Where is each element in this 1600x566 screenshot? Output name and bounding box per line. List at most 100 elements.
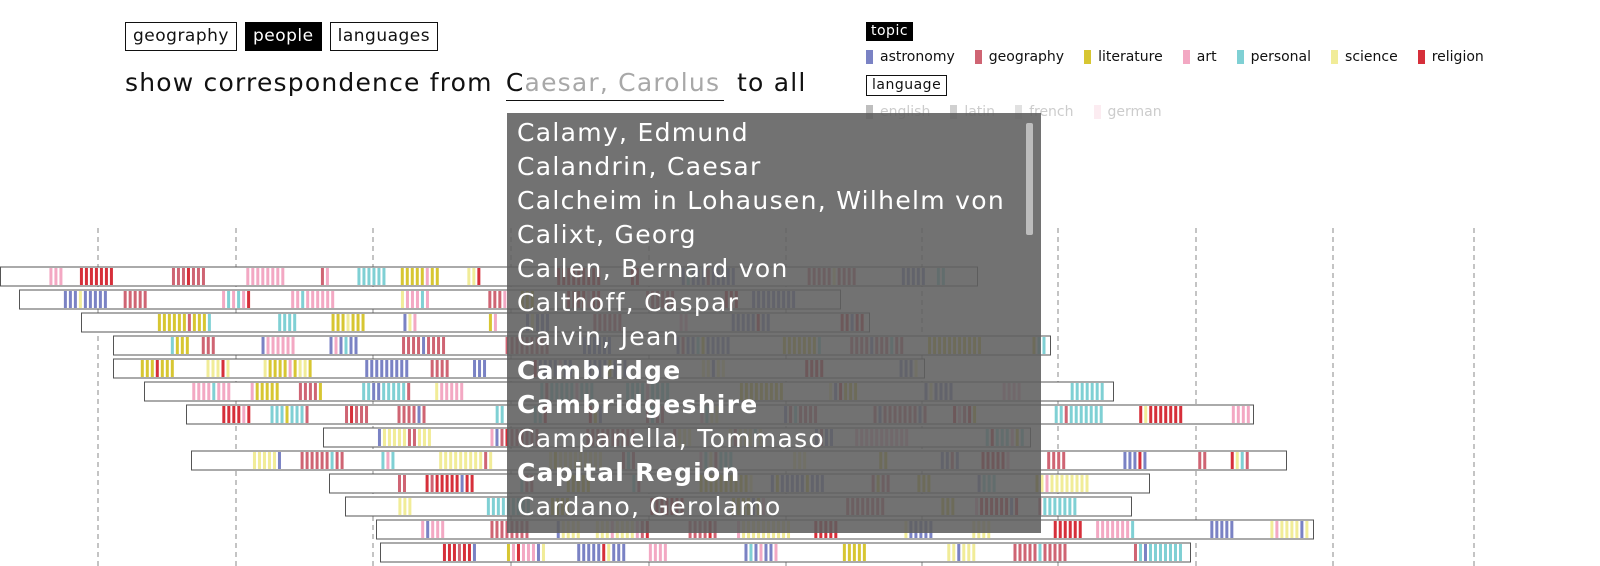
letter-mark xyxy=(1085,383,1089,400)
letter-mark xyxy=(217,383,221,400)
letter-mark xyxy=(490,521,494,538)
letter-mark xyxy=(145,360,149,377)
letter-mark xyxy=(427,337,431,354)
letter-mark xyxy=(1246,406,1250,423)
topic-legend-item-art[interactable]: art xyxy=(1182,49,1217,65)
letter-mark xyxy=(425,291,429,308)
letter-mark xyxy=(257,452,261,469)
color-swatch-icon xyxy=(1331,50,1339,64)
letter-mark xyxy=(465,475,469,492)
autocomplete-option[interactable]: Capital Region xyxy=(517,458,741,487)
tab-geography[interactable]: geography xyxy=(125,22,237,51)
letter-mark xyxy=(365,360,369,377)
letter-mark xyxy=(489,452,493,469)
letter-mark xyxy=(270,406,274,423)
letter-mark xyxy=(391,452,395,469)
topic-legend-item-literature[interactable]: literature xyxy=(1084,49,1163,65)
letter-mark xyxy=(83,291,87,308)
letter-mark xyxy=(1174,406,1178,423)
letter-mark xyxy=(505,429,509,446)
tab-people[interactable]: people xyxy=(244,22,322,51)
color-swatch-icon xyxy=(1236,50,1244,64)
topic-legend-item-geography[interactable]: geography xyxy=(974,49,1064,65)
letter-mark xyxy=(607,544,611,561)
letter-mark xyxy=(402,383,406,400)
dropdown-scrollbar[interactable] xyxy=(1026,123,1033,235)
topic-legend-item-science[interactable]: science xyxy=(1331,49,1398,65)
letter-mark xyxy=(410,268,414,285)
letter-mark xyxy=(957,544,961,561)
tab-languages[interactable]: languages xyxy=(329,22,439,51)
autocomplete-option[interactable]: Calvin, Jean xyxy=(517,322,680,351)
letter-mark xyxy=(344,337,348,354)
autocomplete-option[interactable]: Calandrin, Caesar xyxy=(517,152,762,181)
letter-mark xyxy=(1133,544,1137,561)
letter-mark xyxy=(1070,475,1074,492)
letter-mark xyxy=(320,452,324,469)
letter-mark xyxy=(201,268,205,285)
letter-mark xyxy=(356,314,360,331)
letter-mark xyxy=(89,268,93,285)
autocomplete-dropdown[interactable]: Calamy, Edmund Calandrin, Caesar Calcheim … xyxy=(507,113,1041,533)
autocomplete-option[interactable]: Cardano, Gerolamo xyxy=(517,492,782,521)
letter-mark xyxy=(365,406,369,423)
letter-mark xyxy=(397,429,401,446)
letter-mark xyxy=(1168,544,1172,561)
letter-mark xyxy=(1231,406,1235,423)
letter-mark xyxy=(128,291,132,308)
letter-mark xyxy=(1028,544,1032,561)
letter-mark xyxy=(1040,475,1044,492)
letter-mark xyxy=(315,452,319,469)
letter-mark xyxy=(325,268,329,285)
letter-mark xyxy=(420,291,424,308)
letter-mark xyxy=(172,314,176,331)
letter-mark xyxy=(293,360,297,377)
legend-label: art xyxy=(1196,49,1217,65)
letter-mark xyxy=(313,383,317,400)
letter-mark xyxy=(405,291,409,308)
autocomplete-option[interactable]: Calamy, Edmund xyxy=(517,118,749,147)
letter-mark xyxy=(526,544,530,561)
letter-mark xyxy=(469,452,473,469)
letter-mark xyxy=(170,337,174,354)
letter-mark xyxy=(769,544,773,561)
letter-mark xyxy=(362,383,366,400)
letter-mark xyxy=(1144,406,1148,423)
letter-mark xyxy=(271,268,275,285)
autocomplete-option[interactable]: Calixt, Georg xyxy=(517,220,697,249)
autocomplete-option[interactable]: Calcheim in Lohausen, Wilhelm von xyxy=(517,186,1005,215)
letter-mark xyxy=(170,360,174,377)
letter-mark xyxy=(442,337,446,354)
letter-mark xyxy=(103,291,107,308)
letter-mark xyxy=(367,383,371,400)
timeline-row[interactable] xyxy=(380,542,1191,563)
letter-mark xyxy=(291,337,295,354)
letter-mark xyxy=(316,291,320,308)
letter-mark xyxy=(495,521,499,538)
letter-mark xyxy=(386,452,390,469)
letter-mark xyxy=(242,406,246,423)
letter-mark xyxy=(1033,544,1037,561)
autocomplete-option[interactable]: Campanella, Tommaso xyxy=(517,424,826,453)
letter-mark xyxy=(407,383,411,400)
letter-mark xyxy=(435,475,439,492)
autocomplete-option[interactable]: Calthoff, Caspar xyxy=(517,288,740,317)
person-search-input[interactable]: Caesar, Carolus xyxy=(505,66,724,101)
letter-mark xyxy=(256,268,260,285)
topic-legend-item-religion[interactable]: religion xyxy=(1417,49,1484,65)
letter-mark xyxy=(372,383,376,400)
letter-mark xyxy=(425,268,429,285)
autocomplete-option[interactable]: Cambridgeshire xyxy=(517,390,759,419)
letter-mark xyxy=(266,268,270,285)
language-legend-item-german[interactable]: german xyxy=(1093,104,1162,120)
autocomplete-option[interactable]: Cambridge xyxy=(517,356,682,385)
topic-legend-item-personal[interactable]: personal xyxy=(1236,49,1311,65)
letter-mark xyxy=(472,268,476,285)
letter-mark xyxy=(460,475,464,492)
letter-mark xyxy=(185,337,189,354)
autocomplete-option[interactable]: Callen, Bernard von xyxy=(517,254,789,283)
letter-mark xyxy=(1013,544,1017,561)
letter-mark xyxy=(261,268,265,285)
legend-label: religion xyxy=(1431,49,1484,65)
topic-legend-item-astronomy[interactable]: astronomy xyxy=(866,49,955,65)
